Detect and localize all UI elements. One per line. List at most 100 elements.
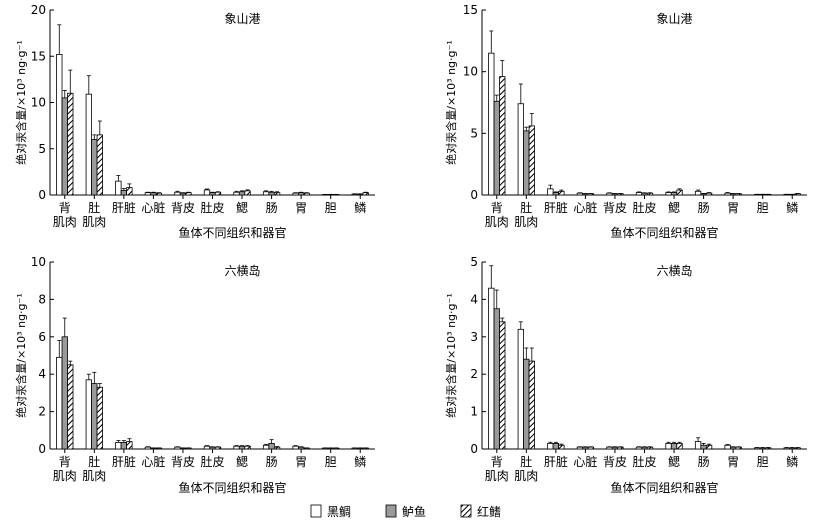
bar bbox=[126, 187, 133, 196]
x-tick-label: 肝脏 bbox=[112, 454, 136, 469]
bar bbox=[694, 190, 702, 196]
x-axis-label: 鱼体不同组织和器官 bbox=[610, 480, 718, 495]
x-tick-label: 肠 bbox=[698, 455, 710, 469]
y-tick-label: 0 bbox=[38, 188, 46, 202]
bar bbox=[587, 193, 595, 196]
bar bbox=[676, 189, 683, 196]
x-tick-label: 背皮 bbox=[171, 455, 195, 469]
y-tick-label: 2 bbox=[38, 405, 46, 419]
bar bbox=[670, 192, 678, 196]
bar bbox=[209, 446, 216, 450]
bar bbox=[641, 446, 648, 450]
bar bbox=[233, 191, 240, 196]
bar bbox=[635, 446, 643, 450]
x-tick-label: 心脏 bbox=[141, 200, 165, 215]
bar bbox=[297, 192, 305, 196]
bar bbox=[303, 192, 310, 196]
panel-title: 象山港 bbox=[224, 12, 260, 26]
y-tick-label: 5 bbox=[470, 255, 478, 269]
bar bbox=[606, 192, 613, 196]
bar bbox=[203, 445, 211, 450]
x-tick-label: 肚皮 bbox=[200, 200, 224, 215]
x-tick-label: 肌肉 bbox=[53, 469, 77, 483]
y-tick-label: 0 bbox=[470, 442, 478, 456]
legend: 黑鲷 鲈鱼 红鳍 bbox=[310, 504, 501, 519]
bar bbox=[617, 446, 624, 450]
bar bbox=[61, 336, 68, 450]
bar bbox=[582, 446, 589, 450]
bar bbox=[552, 192, 560, 196]
bar bbox=[238, 445, 246, 450]
bar bbox=[214, 191, 222, 196]
x-tick-label: 胃 bbox=[295, 455, 307, 469]
bar bbox=[67, 364, 74, 450]
x-tick-label: 肠 bbox=[698, 201, 710, 215]
y-axis-label: 绝对汞含量/×10³ ng·g⁻¹ bbox=[444, 40, 458, 164]
chart-panel-2: 0246810六横岛绝对汞含量/×10³ ng·g⁻¹背肌肉肚肌肉肝脏 心脏 背皮肚… bbox=[14, 255, 375, 495]
x-tick-label: 肌肉 bbox=[82, 215, 106, 229]
x-tick-label: 肌肉 bbox=[514, 215, 538, 229]
x-tick-label: 胃 bbox=[727, 455, 739, 469]
bar bbox=[493, 308, 500, 450]
bar bbox=[700, 444, 707, 450]
x-tick-label: 肚皮 bbox=[632, 454, 656, 469]
x-tick-label: 肚皮 bbox=[632, 200, 656, 215]
x-tick-label: 鳃 bbox=[668, 455, 680, 469]
y-tick-label: 10 bbox=[31, 255, 46, 269]
bar bbox=[67, 92, 74, 196]
bar bbox=[617, 193, 624, 196]
bar bbox=[517, 328, 524, 450]
bar bbox=[85, 379, 92, 450]
bar bbox=[547, 188, 554, 196]
x-tick-label: 背 bbox=[59, 201, 71, 215]
bar bbox=[759, 447, 766, 450]
y-axis-label: 绝对汞含量/×10³ ng·g⁻¹ bbox=[14, 293, 28, 417]
x-tick-label: 肌肉 bbox=[82, 469, 106, 483]
y-axis-label: 绝对汞含量/×10³ ng·g⁻¹ bbox=[444, 293, 458, 417]
bar bbox=[174, 446, 181, 450]
panel-title: 六横岛 bbox=[656, 263, 692, 278]
bar bbox=[297, 446, 305, 450]
bar bbox=[611, 193, 619, 196]
bar bbox=[582, 193, 589, 196]
y-tick-label: 20 bbox=[31, 3, 46, 17]
x-tick-label: 胃 bbox=[295, 201, 307, 215]
x-tick-label: 背 bbox=[491, 201, 503, 215]
bar bbox=[214, 446, 222, 450]
x-tick-label: 肚 bbox=[520, 200, 532, 215]
legend-label-1: 鲈鱼 bbox=[402, 505, 426, 519]
bar bbox=[155, 192, 163, 196]
bar bbox=[676, 442, 683, 450]
bar bbox=[233, 445, 240, 450]
x-tick-label: 背皮 bbox=[603, 201, 627, 215]
bar bbox=[209, 192, 216, 196]
bar bbox=[735, 193, 742, 196]
bar bbox=[547, 442, 554, 450]
bar bbox=[144, 192, 152, 196]
bar bbox=[611, 446, 619, 450]
x-tick-label: 肚皮 bbox=[200, 454, 224, 469]
bar bbox=[292, 445, 299, 450]
y-tick-label: 2 bbox=[470, 367, 478, 381]
x-tick-label: 背皮 bbox=[603, 455, 627, 469]
bar bbox=[646, 192, 654, 196]
x-tick-label: 鳞 bbox=[786, 455, 798, 469]
bar bbox=[754, 447, 761, 450]
bar bbox=[273, 192, 281, 196]
bar bbox=[120, 442, 128, 450]
bar bbox=[765, 447, 772, 450]
legend-swatch-0 bbox=[310, 504, 322, 518]
bar bbox=[126, 441, 133, 450]
bar bbox=[499, 321, 506, 450]
x-tick-label: 背皮 bbox=[171, 201, 195, 215]
x-tick-label: 肝脏 bbox=[544, 200, 568, 215]
bar bbox=[665, 192, 672, 196]
bar bbox=[576, 192, 584, 196]
bar bbox=[783, 447, 790, 450]
x-tick-label: 肝脏 bbox=[112, 200, 136, 215]
bar bbox=[179, 192, 187, 196]
y-tick-label: 0 bbox=[470, 188, 478, 202]
x-tick-label: 心脏 bbox=[141, 454, 165, 469]
